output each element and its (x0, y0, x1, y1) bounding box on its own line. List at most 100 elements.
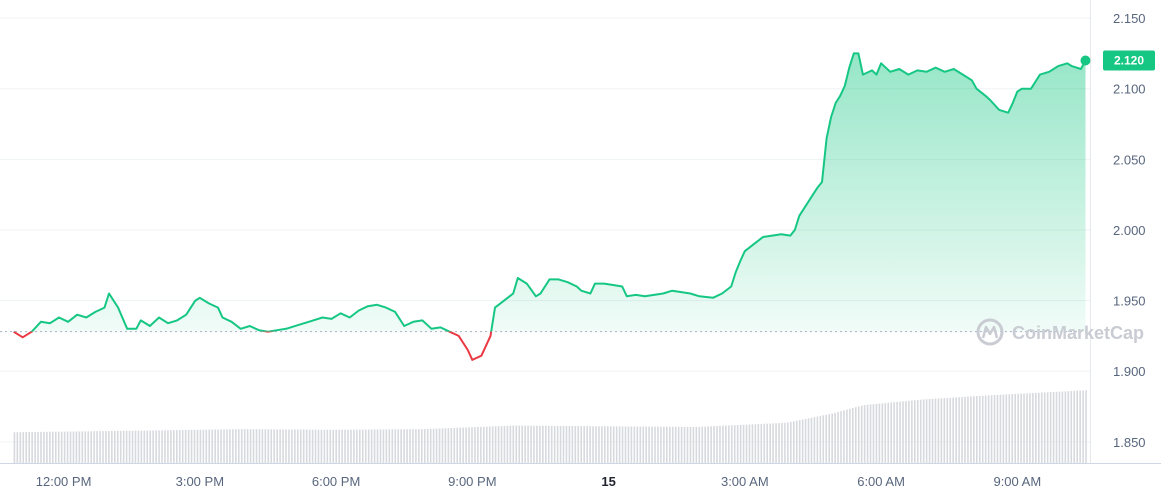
volume-bar (54, 431, 57, 463)
volume-bar (792, 421, 795, 463)
volume-bar (899, 401, 901, 463)
price-line-up (13, 52, 1087, 332)
volume-bar (881, 403, 884, 463)
volume-bar (131, 430, 134, 463)
volume-bar (875, 403, 878, 463)
volume-bar (857, 406, 860, 463)
volume-bar (500, 426, 503, 463)
x-axis: 12:00 PM 3:00 PM 6:00 PM 9:00 PM 15 3:00 AM 6:… (36, 474, 1041, 489)
volume-bar (958, 397, 960, 463)
volume-bar (273, 429, 276, 463)
volume-bar (187, 429, 190, 463)
volume-bar (710, 426, 712, 463)
volume-bar (143, 430, 146, 463)
volume-bar (674, 426, 677, 463)
volume-bar (134, 430, 137, 463)
volume-bar (202, 429, 205, 463)
volume-bar (373, 429, 376, 463)
price-line (0, 52, 1091, 361)
volume-bar (477, 426, 479, 463)
volume-bar (232, 429, 234, 463)
volume-bar (382, 429, 385, 463)
volume-bar (211, 429, 214, 463)
volume-bar (840, 411, 842, 463)
volume-bar (78, 431, 81, 463)
volume-bar (403, 429, 405, 463)
volume-bar (819, 415, 822, 463)
volume-bar (589, 426, 591, 463)
volume-bar (282, 429, 284, 463)
volume-bar (66, 431, 69, 463)
volume-bar (426, 428, 429, 463)
volume-bar (105, 431, 107, 463)
volume-bar (335, 429, 338, 463)
volume-bar (125, 430, 128, 463)
volume-bar (49, 431, 51, 463)
x-tick-label: 9:00 PM (448, 474, 496, 489)
volume-bar (279, 429, 281, 463)
volume-bar (1014, 393, 1016, 463)
volume-bar (379, 429, 382, 463)
volume-bar (580, 426, 583, 463)
volume-bar (1037, 392, 1040, 463)
volume-bar (161, 430, 163, 463)
volume-bar (914, 400, 916, 463)
volume-bar (444, 428, 447, 463)
volume-bar (288, 429, 290, 463)
volume-bar (922, 399, 925, 463)
volume-bar (807, 418, 810, 463)
volume-bar (949, 397, 952, 463)
volume-bar (400, 429, 402, 463)
volume-bar (199, 429, 202, 463)
volume-bar (509, 425, 512, 463)
volume-bar (692, 426, 695, 463)
volume-bar (456, 427, 459, 463)
volume-bar (822, 415, 825, 463)
volume-bar (642, 426, 645, 463)
volume-bar (1058, 391, 1061, 463)
volume-bar (556, 425, 559, 463)
volume-bar (137, 430, 140, 463)
current-price-label: 2.120 (1114, 53, 1144, 67)
volume-bar (447, 428, 450, 463)
volume-bar (837, 411, 839, 463)
volume-bar (612, 426, 615, 463)
volume-bar (1040, 392, 1043, 463)
volume-bar (409, 429, 411, 463)
volume-bar (28, 432, 30, 463)
volume-bar (512, 425, 515, 463)
volume-bar (984, 395, 987, 463)
volume-bar (438, 428, 441, 463)
volume-bar (562, 425, 565, 463)
volume-bar (663, 426, 665, 463)
volume-bar (527, 425, 529, 463)
volume-bar (19, 432, 22, 463)
current-price-badge-bg (1103, 50, 1155, 71)
volume-bar (550, 425, 553, 463)
volume-bar (1061, 391, 1064, 463)
volume-bar (878, 403, 881, 463)
volume-bar (305, 429, 308, 463)
volume-bar (255, 429, 258, 463)
volume-bar (704, 426, 707, 463)
volume-bar (1085, 390, 1087, 463)
volume-bar (583, 426, 585, 463)
volume-bar (636, 426, 639, 463)
volume-bar (119, 430, 122, 463)
volume-bar (592, 426, 594, 463)
volume-bar (193, 429, 196, 463)
volume-bar (536, 425, 538, 463)
volume-bar (205, 429, 208, 463)
volume-bar (760, 423, 763, 463)
volume-bar (350, 429, 352, 463)
volume-bar (784, 422, 786, 463)
volume-bar (184, 429, 187, 463)
volume-bar (341, 429, 343, 463)
volume-bar (450, 428, 453, 463)
volume-bar (237, 429, 240, 463)
y-tick-label: 1.900 (1113, 364, 1146, 379)
volume-bar (329, 429, 332, 463)
volume-bar (13, 432, 16, 463)
volume-bar (742, 424, 745, 463)
volume-bar (291, 429, 293, 463)
